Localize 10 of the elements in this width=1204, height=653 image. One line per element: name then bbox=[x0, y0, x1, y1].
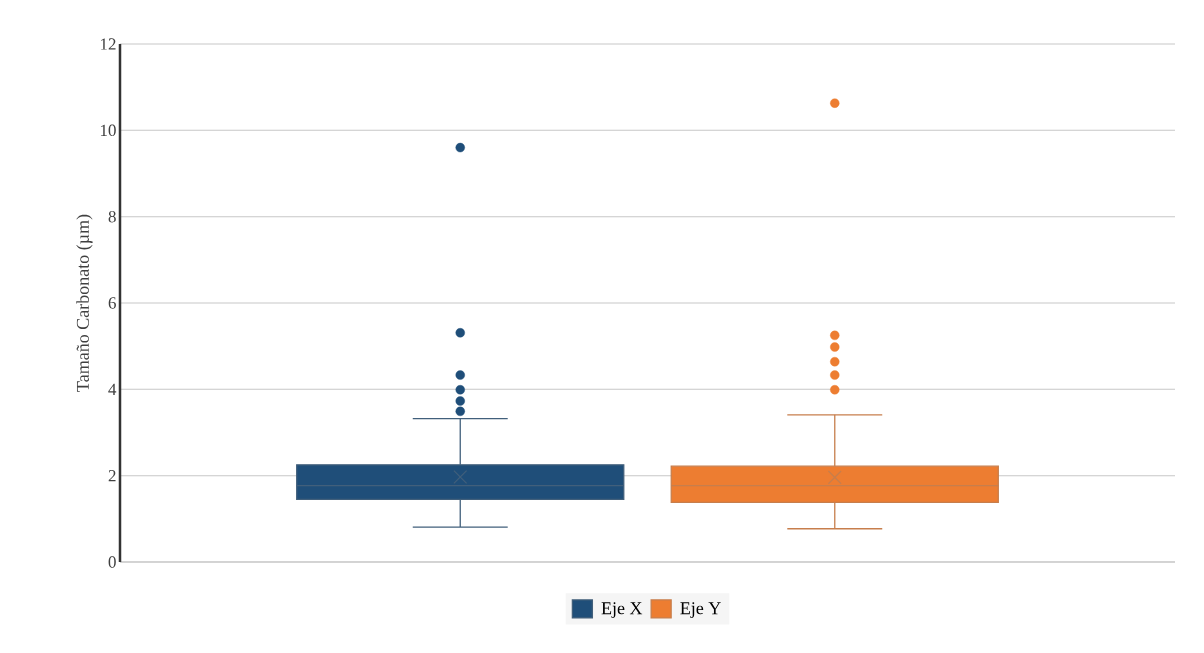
y-tick-label: 2 bbox=[108, 470, 116, 482]
y-tick-label: 0 bbox=[108, 556, 116, 568]
y-tick-label: 12 bbox=[100, 38, 116, 50]
y-tick-label: 10 bbox=[100, 124, 116, 137]
y-tick-label: 4 bbox=[108, 383, 117, 395]
legend-label: Eje Y bbox=[680, 602, 721, 618]
y-tick-label: 8 bbox=[108, 210, 116, 223]
y-tick-label: 6 bbox=[108, 297, 116, 309]
legend-label: Eje X bbox=[601, 602, 643, 618]
y-axis-title: Tamaño Carbonato (µm) bbox=[76, 214, 93, 392]
